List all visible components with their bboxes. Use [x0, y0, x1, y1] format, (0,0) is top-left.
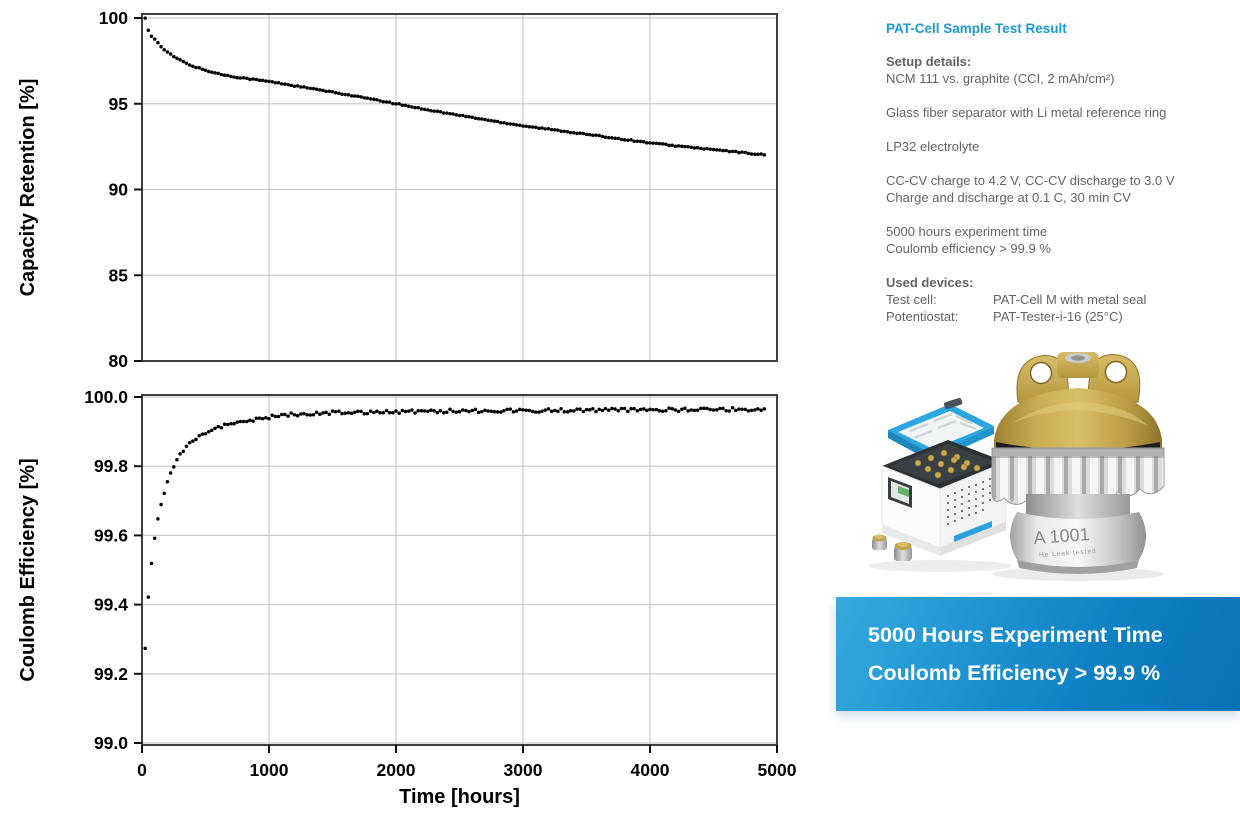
- device-value: PAT-Tester-i-16 (25°C): [993, 309, 1123, 324]
- y-tick-label: 100.0: [84, 387, 128, 407]
- device-label: Test cell:: [886, 292, 937, 307]
- x-tick-label: 4000: [631, 760, 670, 780]
- capacity-retention-plot: 80 85 90 95 100 Capacity Retention [%]: [17, 8, 778, 371]
- y-tick-label: 99.8: [94, 456, 128, 476]
- setup-heading: Setup details:: [886, 54, 972, 69]
- tester-lid-inner: [898, 411, 984, 449]
- y-tick-label: 95: [109, 94, 129, 114]
- y-tick-label: 85: [109, 265, 129, 285]
- y-tick-label: 99.4: [94, 595, 128, 615]
- cell-serial-label: A 1001: [1033, 524, 1090, 548]
- y-tick-label: 99.0: [94, 733, 128, 753]
- setup-line: Glass fiber separator with Li metal refe…: [886, 105, 1167, 120]
- data-points: [143, 405, 767, 651]
- device-value: PAT-Cell M with metal seal: [993, 292, 1147, 307]
- data-points: [143, 16, 767, 157]
- y-tick-label: 100: [99, 8, 128, 28]
- y-tick-label: 90: [109, 180, 129, 200]
- cell-lugs: [1016, 352, 1141, 407]
- x-tick-label: 3000: [504, 760, 543, 780]
- panel-title: PAT-Cell Sample Test Result: [886, 21, 1067, 36]
- coulomb-efficiency-plot: 99.0 99.2 99.4 99.6 99.8 100.0 0 1000 2000 3000 40…: [17, 387, 797, 808]
- tester-cells: [914, 449, 981, 479]
- cell-cap: [994, 388, 1162, 455]
- x-axis-title: Time [hours]: [399, 786, 520, 808]
- small-pat-cells: [872, 534, 912, 561]
- tester-base: [882, 525, 940, 556]
- cell-neck: [1026, 494, 1130, 521]
- info-panel: PAT-Cell Sample Test Result Setup detail…: [886, 20, 1232, 325]
- setup-line: NCM 111 vs. graphite (CCI, 2 mAh/cm²): [886, 71, 1115, 86]
- x-tick-label: 0: [137, 760, 147, 780]
- setup-line: Charge and discharge at 0.1 C, 30 min CV: [886, 190, 1131, 205]
- tester-vents: [946, 474, 999, 526]
- tester-label-strip: [954, 521, 992, 542]
- y-axis-title: Capacity Retention [%]: [17, 79, 39, 297]
- pat-tester-image: [872, 397, 1007, 561]
- y-axis-title: Coulomb Efficiency [%]: [17, 458, 39, 681]
- x-tick-label: 1000: [250, 760, 289, 780]
- y-tick-label: 80: [109, 351, 129, 371]
- y-tick-label: 99.6: [94, 525, 128, 545]
- device-label: Potentiostat:: [886, 309, 959, 324]
- x-tick-label: 2000: [377, 760, 416, 780]
- devices-table: Test cell: PAT-Cell M with metal seal Po…: [886, 291, 1232, 325]
- pat-cell-image: A 1001 He Leak tested: [991, 352, 1165, 574]
- cell-leak-test-label: He Leak tested: [1039, 548, 1097, 559]
- banner-line1: 5000 Hours Experiment Time: [868, 623, 1163, 647]
- product-images: A 1001 He Leak tested: [868, 352, 1165, 581]
- y-tick-label: 99.2: [94, 664, 128, 684]
- tester-shadow: [868, 560, 1012, 572]
- x-tick-label: 5000: [758, 760, 797, 780]
- devices-heading: Used devices:: [886, 275, 974, 290]
- highlight-banner: 5000 Hours Experiment Time Coulomb Effic…: [836, 597, 1240, 711]
- cell-base: A 1001 He Leak tested: [1010, 512, 1146, 574]
- setup-line: Coulomb efficiency > 99.9 %: [886, 241, 1051, 256]
- setup-line: CC-CV charge to 4.2 V, CC-CV discharge t…: [886, 173, 1175, 188]
- banner-line2: Coulomb Efficiency > 99.9 %: [868, 661, 1161, 685]
- setup-line: LP32 electrolyte: [886, 139, 980, 154]
- setup-line: 5000 hours experiment time: [886, 224, 1048, 239]
